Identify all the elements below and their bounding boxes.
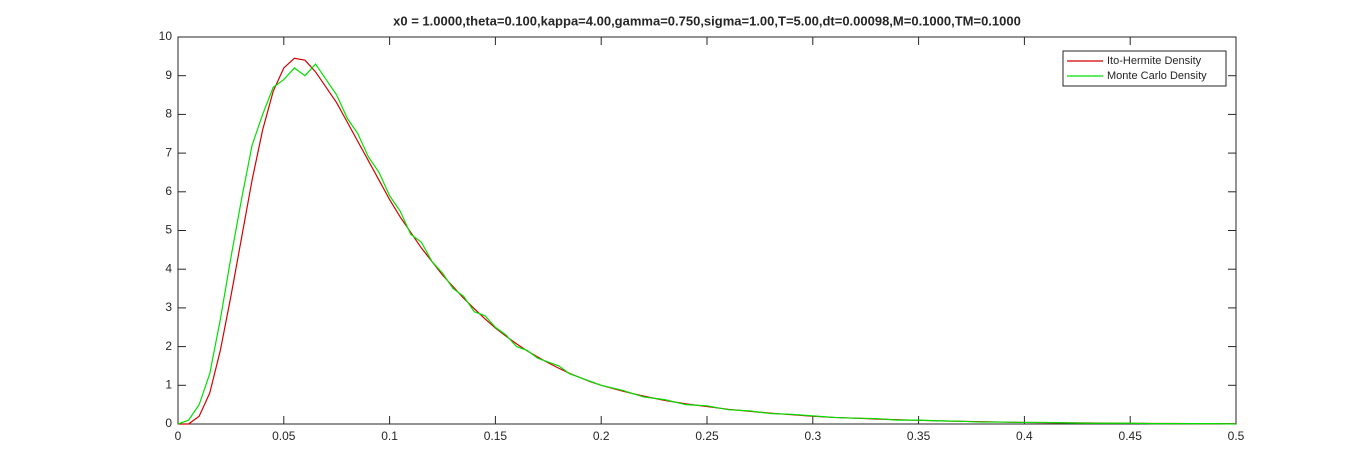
y-tick-label: 5 [165, 223, 172, 237]
data-line [177, 63, 1237, 425]
x-tick-label: 0.2 [593, 429, 610, 443]
y-tick-label: 2 [165, 339, 172, 353]
x-tick-label: 0.4 [1016, 429, 1033, 443]
x-tick-label: 0.25 [695, 429, 719, 443]
legend-box [1062, 50, 1227, 87]
y-tick-label: 8 [165, 107, 172, 121]
x-tick-label: 0.15 [484, 429, 508, 443]
y-tick-label: 3 [165, 300, 172, 314]
y-tick-label: 4 [165, 261, 172, 275]
x-tick-label: 0.45 [1119, 429, 1143, 443]
x-tick-label: 0.05 [272, 429, 296, 443]
legend-label: Monte Carlo Density [1107, 70, 1207, 82]
x-tick-label: 0.5 [1228, 429, 1245, 443]
y-tick-label: 10 [159, 29, 173, 43]
x-tick-label: 0.1 [381, 429, 398, 443]
x-tick-label: 0.3 [804, 429, 821, 443]
x-tick-label: 0.35 [907, 429, 931, 443]
y-tick-label: 9 [165, 68, 172, 82]
y-tick-label: 7 [165, 145, 172, 159]
legend-label: Ito-Hermite Density [1107, 55, 1202, 67]
chart-title: x0 = 1.0000,theta=0.100,kappa=4.00,gamma… [393, 13, 1021, 28]
y-tick-label: 6 [165, 184, 172, 198]
y-tick-label: 0 [165, 416, 172, 430]
y-tick-label: 1 [165, 377, 172, 391]
plot-area [177, 36, 1237, 425]
x-tick-label: 0 [175, 429, 182, 443]
